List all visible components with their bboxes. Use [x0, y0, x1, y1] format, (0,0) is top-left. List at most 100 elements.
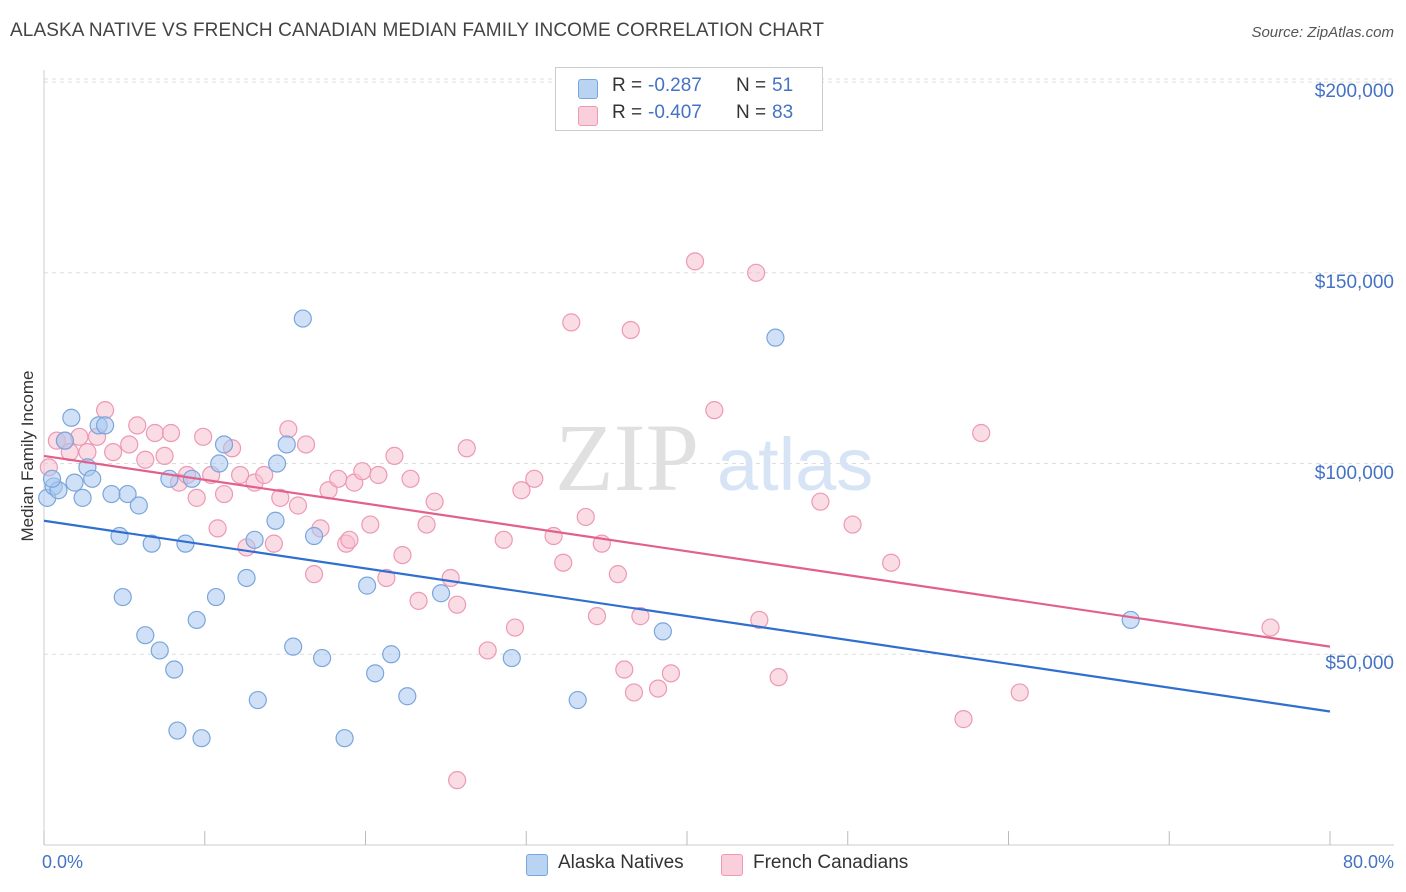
- point-alaska: [136, 626, 155, 645]
- y-tick-label: $150,000: [1314, 271, 1394, 293]
- point-french: [769, 668, 788, 687]
- point-alaska: [284, 637, 303, 656]
- point-french: [648, 679, 668, 698]
- point-french: [576, 507, 595, 527]
- point-alaska: [214, 435, 234, 454]
- point-alaska: [55, 431, 74, 450]
- point-french: [621, 320, 640, 340]
- point-french: [255, 465, 274, 485]
- point-french: [208, 519, 227, 538]
- point-french: [478, 641, 497, 660]
- trend-line-alaska: [43, 519, 1331, 713]
- point-french: [631, 607, 650, 626]
- point-alaska: [335, 729, 354, 748]
- point-alaska: [293, 309, 312, 328]
- point-alaska: [102, 484, 121, 504]
- points-layer: [38, 252, 1280, 790]
- point-french: [525, 469, 544, 488]
- bottom-legend-swatch-pink: [721, 854, 743, 876]
- point-french: [296, 435, 316, 454]
- point-french: [512, 481, 531, 500]
- point-alaska: [118, 484, 137, 504]
- point-alaska: [277, 435, 296, 454]
- point-alaska: [358, 576, 377, 595]
- point-alaska: [83, 469, 102, 488]
- point-french: [441, 568, 460, 588]
- point-french: [705, 401, 724, 420]
- legend-n-label: N =: [736, 75, 767, 96]
- point-french: [401, 469, 420, 488]
- point-alaska: [398, 687, 417, 706]
- point-alaska: [267, 454, 287, 473]
- legend-n-value: 51: [772, 75, 794, 96]
- point-alaska: [65, 473, 84, 492]
- axis-layer: [43, 70, 1394, 846]
- watermark: ZIP atlas: [555, 404, 873, 511]
- point-alaska: [187, 610, 206, 630]
- point-french: [409, 591, 428, 610]
- legend-n-label: N =: [736, 102, 767, 123]
- point-alaska: [502, 648, 521, 668]
- legend-r-label: R =: [612, 102, 643, 123]
- bottom-legend-label: French Canadians: [753, 852, 909, 873]
- point-alaska: [266, 511, 285, 530]
- point-french: [750, 610, 769, 630]
- point-french: [264, 534, 283, 553]
- point-french: [554, 553, 573, 572]
- watermark-zip: ZIP: [555, 404, 699, 511]
- point-french: [587, 607, 607, 626]
- legend-swatch-pink: [578, 106, 598, 126]
- point-french: [128, 416, 147, 435]
- point-french: [78, 442, 97, 462]
- source-label: Source: ZipAtlas.com: [1251, 24, 1394, 41]
- point-french: [155, 446, 174, 466]
- point-french: [288, 496, 308, 515]
- point-alaska: [366, 664, 385, 683]
- point-french: [385, 446, 404, 466]
- point-french: [95, 401, 115, 420]
- point-french: [187, 488, 206, 507]
- point-french: [608, 565, 627, 584]
- point-french: [624, 683, 644, 702]
- point-french: [145, 423, 165, 443]
- point-french: [448, 771, 467, 790]
- point-french: [361, 515, 380, 534]
- point-french: [811, 492, 830, 511]
- bottom-legend-label: Alaska Natives: [558, 852, 684, 873]
- point-alaska: [165, 660, 184, 679]
- point-french: [972, 423, 991, 443]
- legend-r-value: -0.407: [648, 102, 702, 123]
- bottom-legend-swatch-blue: [526, 854, 548, 876]
- point-french: [120, 435, 139, 454]
- point-french: [843, 515, 862, 534]
- point-french: [661, 664, 681, 683]
- legend-n-value: 83: [772, 102, 794, 123]
- point-french: [1010, 683, 1029, 702]
- watermark-atlas: atlas: [717, 423, 873, 506]
- point-french: [231, 465, 250, 485]
- point-alaska: [113, 587, 132, 607]
- point-french: [214, 484, 234, 504]
- point-french: [393, 545, 412, 565]
- x-tick-label-min: 0.0%: [42, 852, 84, 872]
- point-french: [329, 469, 348, 488]
- point-french: [562, 313, 581, 332]
- point-french: [417, 515, 436, 534]
- chart-title: ALASKA NATIVE VS FRENCH CANADIAN MEDIAN …: [10, 20, 825, 41]
- y-tick-label: $100,000: [1314, 462, 1394, 484]
- point-alaska: [382, 645, 401, 664]
- point-alaska: [206, 587, 226, 607]
- trend-layer: [43, 454, 1331, 713]
- point-french: [425, 492, 444, 511]
- point-alaska: [653, 622, 672, 641]
- point-french: [369, 465, 388, 485]
- point-french: [194, 427, 213, 446]
- point-alaska: [304, 526, 324, 546]
- point-french: [882, 553, 901, 572]
- point-alaska: [129, 496, 148, 515]
- point-french: [161, 423, 181, 443]
- point-alaska: [245, 530, 264, 549]
- point-alaska: [431, 584, 451, 603]
- point-alaska: [210, 454, 229, 473]
- point-french: [747, 263, 766, 282]
